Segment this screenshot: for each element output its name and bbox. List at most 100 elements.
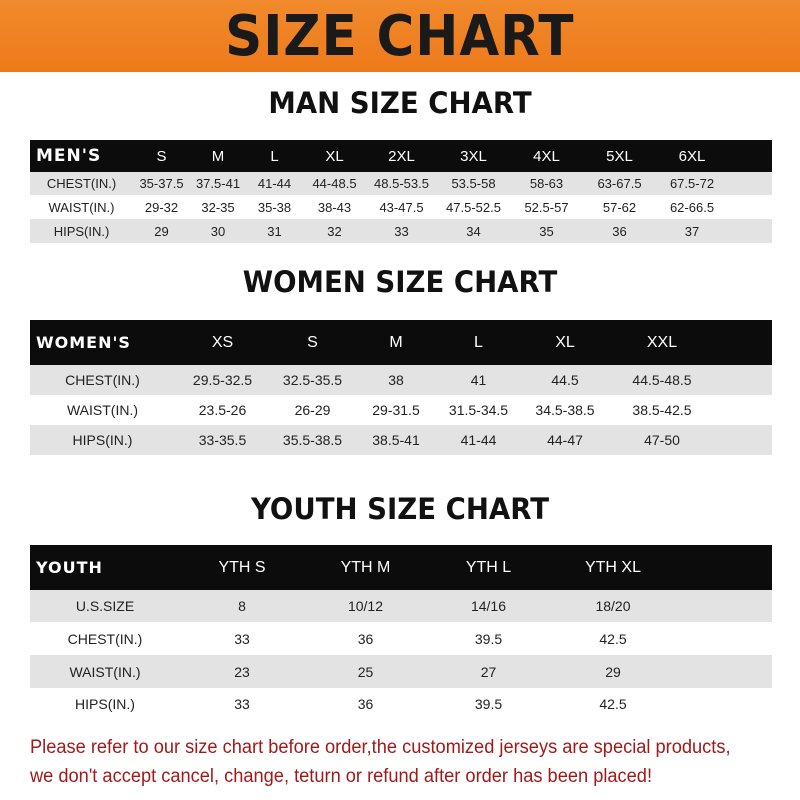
table-cell: 63-67.5: [597, 176, 642, 191]
table-cell: 58-63: [529, 176, 564, 191]
header-row: WOMEN'S XS S M L XL XXL: [30, 320, 772, 365]
table-cell: 38-43: [317, 199, 352, 215]
table-cell: 29: [154, 223, 169, 239]
table-cell: 41-44: [460, 432, 497, 448]
table-cell: 37: [684, 223, 700, 239]
table-row: HIPS(IN.) 33-35.5 35.5-38.5 38.5-41 41-44 44-…: [30, 425, 772, 455]
table-cell: 33: [234, 696, 250, 712]
table-cell: 41-44: [257, 176, 292, 191]
column-header: XS: [211, 333, 234, 351]
column-header: L: [270, 147, 279, 165]
table-cell: 39.5: [474, 696, 503, 712]
table-row: WAIST(IN.) 23 25 27 29: [30, 655, 772, 688]
table-cell: 35-37.5: [139, 176, 184, 191]
column-header: 6XL: [678, 147, 706, 165]
row-label: CHEST(IN.): [46, 176, 117, 191]
table-cell: 32-35: [201, 199, 235, 215]
column-header: XL: [325, 147, 344, 165]
table-cell: 44.5: [551, 372, 579, 388]
table-cell: 29.5-32.5: [192, 372, 253, 388]
table-cell: 67.5-72: [669, 176, 715, 191]
table-row: WAIST(IN.) 23.5-26 26-29 29-31.5 31.5-34.5 34…: [30, 395, 772, 425]
table-cell: 36: [357, 630, 374, 647]
table-cell: 25: [357, 663, 374, 680]
row-label: CHEST(IN.): [67, 630, 143, 647]
table-cell: 38: [388, 372, 404, 388]
column-header: YTH L: [465, 558, 512, 576]
women-table: WOMEN'S XS S M L XL XXL CHEST(IN.) 29.5-32.5 32.5…: [30, 320, 772, 455]
table-cell: 33-35.5: [198, 432, 247, 448]
row-label: HIPS(IN.): [72, 432, 133, 448]
table-cell: 35-38: [257, 199, 292, 215]
column-header: M: [211, 147, 225, 165]
table-cell: 44.5-48.5: [632, 372, 692, 388]
row-label: WAIST(IN.): [66, 402, 139, 418]
women-title: WOMEN SIZE CHART: [242, 265, 558, 299]
men-title: MAN SIZE CHART: [268, 86, 532, 120]
table-cell: 27: [480, 663, 497, 680]
table-row: WAIST(IN.) 29-32 32-35 35-38 38-43 43-47.5 47.…: [30, 195, 772, 219]
column-header: S: [156, 147, 167, 165]
table-cell: 37.5-41: [195, 176, 241, 191]
table-cell: 43-47.5: [379, 199, 424, 215]
table-corner-label: MEN'S: [36, 146, 102, 166]
table-cell: 29: [605, 663, 621, 680]
table-cell: 34.5-38.5: [535, 402, 595, 418]
table-cell: 38.5-41: [372, 432, 420, 448]
table-cell: 32: [327, 223, 342, 239]
table-cell: 31.5-34.5: [448, 402, 509, 418]
table-cell: 34: [466, 223, 481, 239]
table-cell: 29-31.5: [372, 402, 420, 418]
youth-title: YOUTH SIZE CHART: [250, 492, 550, 526]
table-cell: 8: [238, 598, 246, 614]
banner-title: SIZE CHART: [225, 3, 575, 69]
table-cell: 31: [267, 223, 282, 239]
row-label: HIPS(IN.): [75, 696, 135, 712]
row-label: WAIST(IN.): [48, 199, 115, 215]
column-header: YTH M: [340, 558, 391, 576]
table-cell: 53.5-58: [451, 176, 496, 191]
table-cell: 39.5: [474, 630, 503, 647]
table-row: U.S.SIZE 8 10/12 14/16 18/20: [30, 590, 772, 622]
column-header: 2XL: [388, 147, 415, 165]
table-corner-label: YOUTH: [36, 558, 103, 577]
row-label: HIPS(IN.): [53, 223, 110, 239]
table-cell: 44-48.5: [312, 176, 357, 191]
table-cell: 29-32: [144, 199, 179, 215]
header-row: YOUTH YTH S YTH M YTH L YTH XL: [30, 545, 772, 590]
row-label: CHEST(IN.): [65, 372, 140, 388]
row-label: U.S.SIZE: [75, 598, 135, 614]
header-row: MEN'S S M L XL 2XL 3XL 4XL 5XL 6XL: [30, 140, 772, 172]
table-cell: 52.5-57: [524, 199, 569, 215]
table-cell: 35: [539, 223, 554, 239]
table-cell: 30: [210, 223, 226, 239]
table-row: HIPS(IN.) 33 36 39.5 42.5: [30, 688, 772, 720]
column-header: XXL: [646, 333, 678, 351]
column-header: 4XL: [533, 147, 560, 165]
note-line: we don't accept cancel, change, teturn o…: [30, 766, 653, 787]
column-header: L: [474, 333, 483, 351]
table-cell: 47-50: [644, 432, 680, 448]
table-cell: 36: [357, 696, 374, 712]
row-label: WAIST(IN.): [69, 663, 141, 680]
column-header: 3XL: [460, 147, 487, 165]
table-cell: 18/20: [595, 598, 631, 614]
table-cell: 32.5-35.5: [282, 372, 343, 388]
table-row: CHEST(IN.) 35-37.5 37.5-41 41-44 44-48.5 48.5…: [30, 172, 772, 195]
table-cell: 33: [234, 630, 250, 647]
column-header: 5XL: [606, 147, 633, 165]
table-cell: 26-29: [294, 402, 331, 418]
column-header: S: [307, 333, 318, 351]
disclaimer-note: Please refer to our size chart before or…: [30, 733, 750, 791]
table-cell: 48.5-53.5: [374, 176, 429, 191]
table-cell: 42.5: [599, 696, 627, 712]
table-cell: 23.5-26: [198, 402, 247, 418]
men-table: MEN'S S M L XL 2XL 3XL 4XL 5XL 6XL CHEST(IN.) 35-37…: [30, 140, 772, 243]
table-cell: 42.5: [599, 630, 627, 647]
youth-table: YOUTH YTH S YTH M YTH L YTH XL U.S.SIZE 8 10/12…: [30, 545, 772, 720]
table-cell: 47.5-52.5: [446, 199, 501, 215]
table-corner-label: WOMEN'S: [36, 333, 131, 352]
table-row: HIPS(IN.) 29 30 31 32 33 34 35 36 37: [30, 219, 772, 243]
table-cell: 36: [612, 223, 627, 239]
table-cell: 10/12: [347, 598, 384, 614]
